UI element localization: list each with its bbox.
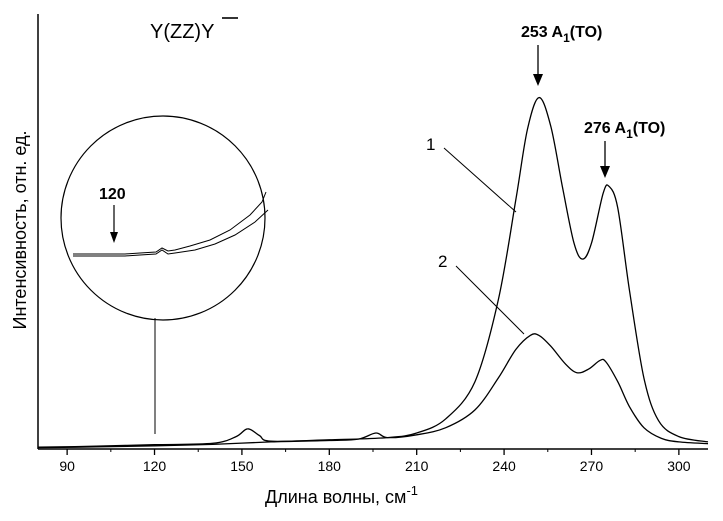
series-line-1 xyxy=(37,96,709,448)
x-tick-label-270: 270 xyxy=(580,458,604,474)
peak-arrow-276-head xyxy=(600,166,610,178)
magnifier-inset xyxy=(60,115,266,321)
x-ticks xyxy=(66,449,680,455)
series-label-2: 2 xyxy=(438,252,447,271)
x-tick-labels: 90 120 150 180 210 240 270 300 xyxy=(59,458,690,474)
inset-curve-1 xyxy=(73,191,267,255)
x-tick-label-120: 120 xyxy=(143,458,167,474)
x-tick-label-300: 300 xyxy=(667,458,691,474)
inset-curve-2 xyxy=(73,209,269,257)
x-tick-label-240: 240 xyxy=(492,458,516,474)
inset-arrow-head xyxy=(110,232,118,243)
x-axis-label-text: Длина волны, см xyxy=(265,487,406,507)
x-tick-label-90: 90 xyxy=(59,458,75,474)
peak-arrow-253-head xyxy=(533,74,543,86)
x-axis-label: Длина волны, см-1 xyxy=(265,483,418,507)
x-tick-label-150: 150 xyxy=(230,458,254,474)
x-tick-label-210: 210 xyxy=(405,458,429,474)
x-axis-label-superscript: -1 xyxy=(406,483,418,498)
series-label-1: 1 xyxy=(426,135,435,154)
series-line-2 xyxy=(37,333,709,449)
peak-annotation-253: 253 A1(TO) xyxy=(521,24,602,45)
series-label-2-leader xyxy=(455,265,525,335)
x-tick-label-180: 180 xyxy=(318,458,342,474)
inset-label-120: 120 xyxy=(99,186,126,203)
chart-title: Y(ZZ)Y xyxy=(150,21,214,43)
series-layer xyxy=(37,96,709,449)
series-label-1-leader xyxy=(443,147,517,213)
y-axis-label: Интенсивность, отн. ед. xyxy=(10,131,30,330)
peak-annotation-276: 276 A1(TO) xyxy=(584,120,665,141)
